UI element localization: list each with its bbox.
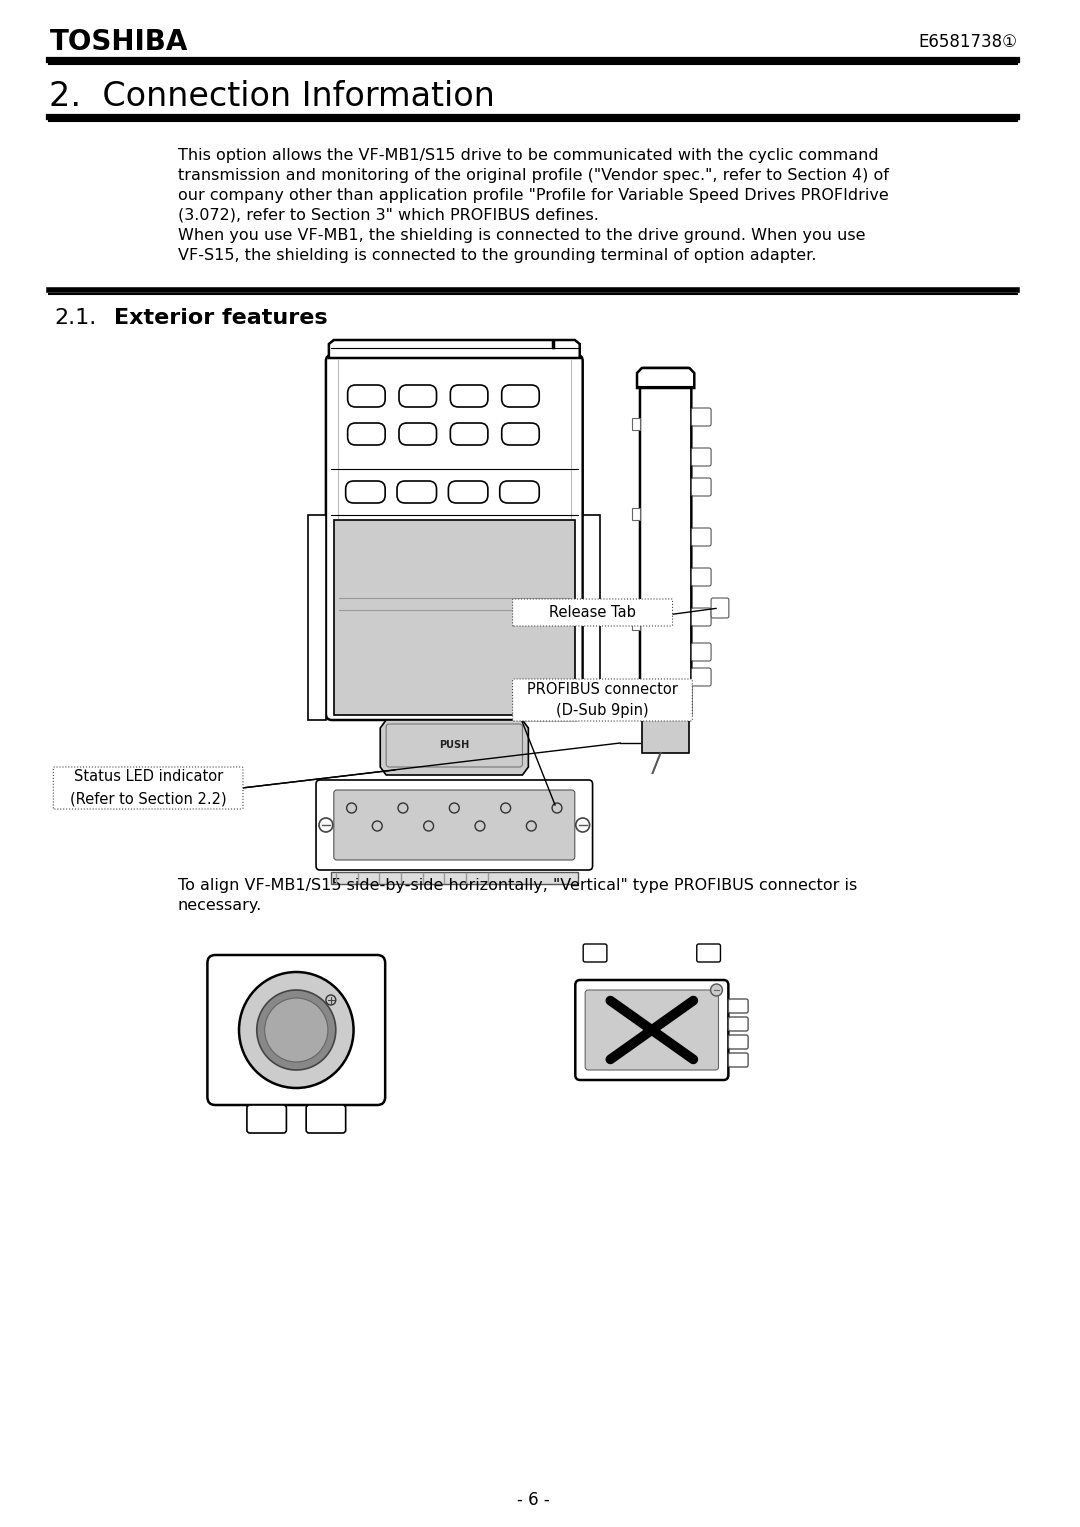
Text: 2.  Connection Information: 2. Connection Information [50,81,496,113]
Circle shape [239,973,353,1089]
Circle shape [326,996,336,1005]
Polygon shape [329,341,580,357]
Bar [583,515,600,721]
Circle shape [552,803,562,812]
Text: (3.072), refer to Section 3" which PROFIBUS defines.: (3.072), refer to Section 3" which PROFI… [178,208,598,223]
Bar [330,872,578,884]
Circle shape [526,822,537,831]
FancyBboxPatch shape [348,385,386,408]
FancyBboxPatch shape [585,989,718,1070]
FancyBboxPatch shape [247,1106,286,1133]
FancyBboxPatch shape [207,954,386,1106]
FancyBboxPatch shape [53,767,243,809]
FancyBboxPatch shape [728,1035,748,1049]
FancyBboxPatch shape [450,385,488,408]
Text: Exterior features: Exterior features [113,308,327,328]
Circle shape [257,989,336,1070]
Text: PUSH: PUSH [440,741,470,750]
Polygon shape [637,368,694,388]
Circle shape [347,803,356,812]
Circle shape [423,822,433,831]
Circle shape [265,999,328,1061]
FancyBboxPatch shape [728,999,748,1012]
Text: TOSHIBA: TOSHIBA [50,27,188,56]
Bar [632,618,640,631]
FancyBboxPatch shape [583,944,607,962]
Circle shape [373,822,382,831]
Circle shape [711,983,723,996]
Text: our company other than application profile "Profile for Variable Speed Drives PR: our company other than application profi… [178,188,889,203]
Bar [632,508,640,521]
FancyBboxPatch shape [691,408,711,426]
Text: PROFIBUS connector
(D-Sub 9pin): PROFIBUS connector (D-Sub 9pin) [527,683,678,718]
Bar [642,718,689,753]
FancyBboxPatch shape [697,944,720,962]
Text: necessary.: necessary. [178,898,262,913]
FancyBboxPatch shape [399,423,436,444]
FancyBboxPatch shape [691,447,711,466]
FancyBboxPatch shape [691,528,711,547]
FancyBboxPatch shape [691,478,711,496]
FancyBboxPatch shape [513,599,673,626]
FancyBboxPatch shape [448,481,488,502]
FancyBboxPatch shape [728,1017,748,1031]
Circle shape [319,818,333,832]
FancyBboxPatch shape [691,568,711,586]
FancyBboxPatch shape [691,643,711,661]
FancyBboxPatch shape [691,667,711,686]
Circle shape [501,803,511,812]
Text: transmission and monitoring of the original profile ("Vendor spec.", refer to Se: transmission and monitoring of the origi… [178,168,889,183]
FancyBboxPatch shape [316,780,593,870]
Text: VF-S15, the shielding is connected to the grounding terminal of option adapter.: VF-S15, the shielding is connected to th… [178,247,816,263]
Bar [308,515,326,721]
FancyBboxPatch shape [306,1106,346,1133]
FancyBboxPatch shape [500,481,539,502]
FancyBboxPatch shape [728,1054,748,1067]
FancyBboxPatch shape [346,481,386,502]
Bar [334,521,575,715]
Text: When you use VF-MB1, the shielding is connected to the drive ground. When you us: When you use VF-MB1, the shielding is co… [178,228,865,243]
Circle shape [449,803,459,812]
FancyBboxPatch shape [450,423,488,444]
FancyBboxPatch shape [502,385,539,408]
FancyBboxPatch shape [348,423,386,444]
FancyBboxPatch shape [513,680,692,721]
Text: E6581738①: E6581738① [918,34,1017,50]
Circle shape [399,803,408,812]
FancyBboxPatch shape [397,481,436,502]
Polygon shape [380,721,528,776]
FancyBboxPatch shape [576,980,728,1080]
Circle shape [576,818,590,832]
FancyBboxPatch shape [334,789,575,860]
Text: - 6 -: - 6 - [517,1490,550,1509]
Bar [632,418,640,431]
FancyBboxPatch shape [326,354,583,721]
Text: To align VF-MB1/S15 side-by-side horizontally, "Vertical" type PROFIBUS connecto: To align VF-MB1/S15 side-by-side horizon… [178,878,858,893]
Text: Status LED indicator
(Refer to Section 2.2): Status LED indicator (Refer to Section 2… [70,770,227,806]
FancyBboxPatch shape [691,608,711,626]
Text: Release Tab: Release Tab [549,605,636,620]
Circle shape [475,822,485,831]
Text: This option allows the VF-MB1/S15 drive to be communicated with the cyclic comma: This option allows the VF-MB1/S15 drive … [178,148,878,163]
FancyBboxPatch shape [399,385,436,408]
FancyBboxPatch shape [711,599,729,618]
FancyBboxPatch shape [502,423,539,444]
Text: 2.1.: 2.1. [54,308,96,328]
FancyBboxPatch shape [640,368,691,718]
